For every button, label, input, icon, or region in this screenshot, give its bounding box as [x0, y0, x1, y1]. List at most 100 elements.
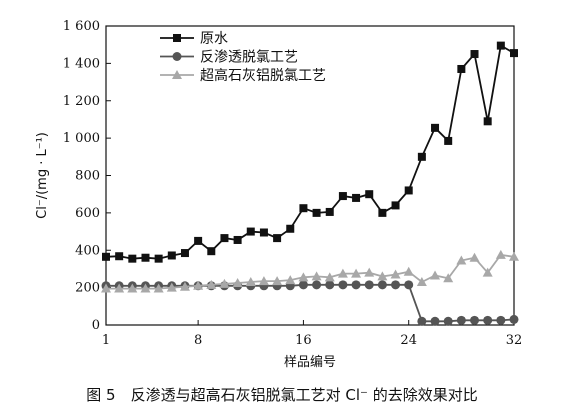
data-point [299, 204, 308, 213]
y-tick-label: 0 [92, 318, 100, 333]
legend-marker [173, 34, 181, 42]
data-point [496, 41, 505, 50]
data-point [495, 249, 506, 259]
data-point [338, 280, 348, 290]
data-point [352, 193, 361, 202]
data-point [390, 269, 401, 279]
data-point [220, 234, 229, 243]
legend-marker [172, 52, 182, 61]
legend-label: 原水 [200, 31, 228, 47]
x-tick-label: 1 [102, 333, 110, 348]
data-point [377, 271, 388, 281]
data-point [325, 280, 335, 290]
data-point [258, 276, 269, 286]
data-point [351, 280, 361, 290]
y-tick-label: 800 [75, 169, 100, 184]
data-point [456, 315, 466, 325]
legend-item-1: 原水 [160, 31, 228, 47]
data-point [337, 268, 348, 278]
data-point [470, 315, 480, 325]
data-point [325, 207, 334, 216]
data-point [298, 280, 308, 290]
data-point [180, 249, 189, 258]
data-point [153, 283, 164, 293]
data-point [391, 201, 400, 210]
y-tick-label: 1 200 [63, 94, 100, 109]
data-point [483, 117, 492, 126]
figure-caption: 图 5 反渗透与超高石灰铝脱氯工艺对 Cl⁻ 的去除效果对比 [86, 386, 477, 404]
data-point [166, 282, 177, 292]
data-point [456, 255, 467, 265]
series-2 [101, 280, 519, 326]
data-point [219, 278, 230, 288]
x-tick-label: 32 [506, 333, 523, 348]
data-point [364, 267, 375, 277]
series-line [106, 253, 515, 290]
data-point [272, 276, 283, 286]
data-point [377, 280, 387, 290]
data-point [127, 283, 138, 293]
data-point [510, 49, 518, 58]
legend-item-2: 反渗透脱氯工艺 [160, 50, 298, 66]
data-point [404, 280, 414, 290]
legend-item-3: 超高石灰铝脱氯工艺 [160, 67, 326, 84]
data-point [443, 316, 453, 326]
y-axis-title: Cl⁻/(mg · L⁻¹) [35, 132, 50, 219]
data-point [167, 251, 176, 260]
data-point [351, 268, 362, 278]
data-point [273, 234, 282, 243]
data-point [469, 252, 480, 262]
data-point [312, 208, 321, 217]
y-tick-label: 600 [75, 206, 100, 221]
data-point [338, 192, 347, 201]
data-point [483, 315, 493, 325]
data-point [245, 277, 256, 287]
data-point [430, 316, 440, 326]
axes: 0 200 400 600 800 1 000 1 200 1 400 1 600 1 8 16 24 3… [63, 19, 522, 348]
data-point [298, 272, 309, 282]
x-axis-title: 样品编号 [284, 355, 336, 370]
data-point [404, 186, 413, 195]
legend-label: 超高石灰铝脱氯工艺 [200, 67, 326, 84]
data-point [285, 275, 296, 285]
data-point [496, 315, 506, 325]
x-tick-label: 24 [400, 333, 417, 348]
legend-marker [172, 70, 182, 79]
data-point [417, 152, 426, 161]
y-tick-label: 1 000 [63, 131, 100, 146]
data-point [364, 280, 374, 290]
data-point [365, 190, 374, 199]
data-point [207, 247, 216, 256]
data-point [206, 279, 217, 289]
data-point [509, 314, 519, 324]
data-point [194, 236, 203, 245]
series-3 [101, 249, 519, 293]
series-1 [102, 41, 518, 263]
y-tick-label: 1 400 [63, 56, 100, 71]
data-point [311, 271, 322, 281]
data-point [233, 235, 242, 244]
data-point [509, 251, 519, 261]
data-point [193, 280, 204, 290]
data-point [115, 252, 124, 261]
data-point [378, 208, 387, 217]
data-point [140, 283, 151, 293]
data-point [403, 266, 414, 276]
data-point [312, 280, 322, 290]
data-point [114, 283, 125, 293]
x-tick-label: 8 [194, 333, 202, 348]
data-point [443, 273, 454, 283]
y-tick-label: 1 600 [63, 19, 100, 34]
data-point [444, 136, 453, 145]
data-point [286, 224, 295, 233]
data-point [430, 270, 441, 280]
legend-label: 反渗透脱氯工艺 [200, 50, 298, 66]
data-point [102, 252, 110, 261]
series-layer [101, 41, 519, 326]
x-tick-label: 16 [295, 333, 312, 348]
data-point [391, 280, 401, 290]
data-point [417, 316, 427, 326]
series-line [106, 283, 515, 323]
